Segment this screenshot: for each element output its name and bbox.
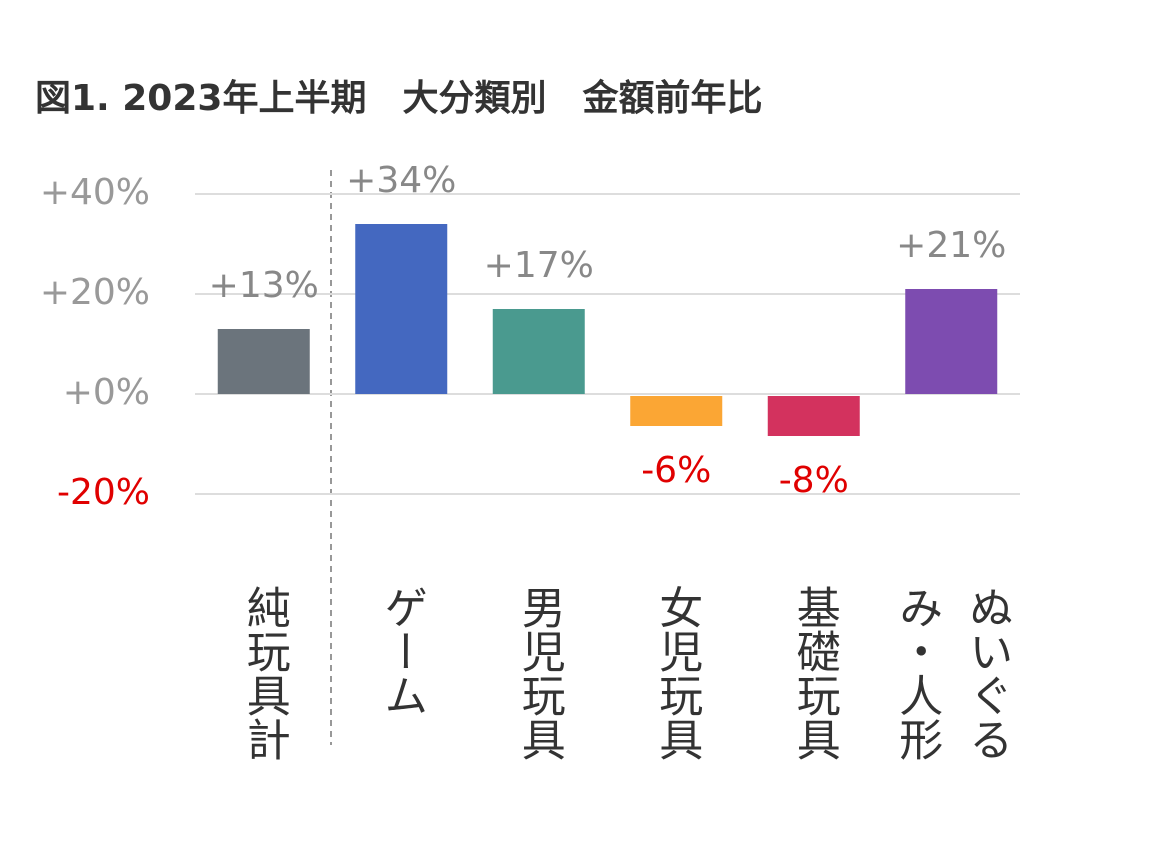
- x-tick-label: ゲーム: [376, 585, 428, 717]
- value-label: +17%: [484, 245, 594, 286]
- y-tick-label: +20%: [40, 272, 150, 313]
- x-tick-label: 基礎玩具: [788, 585, 840, 761]
- bar: [767, 396, 860, 436]
- y-tick-label: +0%: [63, 372, 150, 413]
- bar: [355, 224, 448, 394]
- bar: [630, 396, 723, 426]
- y-tick-label: +40%: [40, 172, 150, 213]
- bar: [217, 329, 310, 394]
- value-label: +34%: [346, 160, 456, 201]
- y-tick-label: -20%: [57, 472, 150, 513]
- x-tick-label: 男児玩具: [513, 585, 565, 761]
- x-tick-label: ぬいぐるみ・人形: [891, 585, 1013, 761]
- value-label: +21%: [896, 225, 1006, 266]
- bar: [492, 309, 585, 394]
- x-tick-label: 女児玩具: [651, 585, 703, 761]
- value-label: -8%: [779, 460, 849, 501]
- value-label: -6%: [641, 450, 711, 491]
- grid: [195, 193, 1020, 495]
- value-label: +13%: [209, 265, 319, 306]
- chart-title: 図1. 2023年上半期 大分類別 金額前年比: [35, 77, 762, 119]
- x-tick-label: 純玩具計: [238, 585, 290, 761]
- bar: [905, 289, 998, 394]
